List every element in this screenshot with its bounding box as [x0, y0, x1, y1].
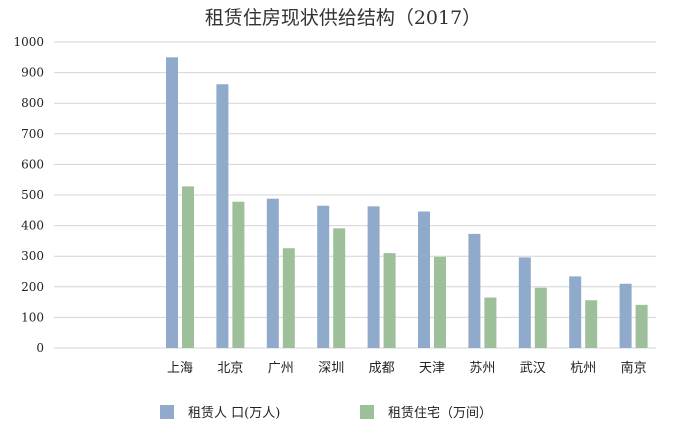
legend-swatch — [160, 405, 174, 419]
bar-housing-0 — [182, 186, 194, 348]
bar-housing-1 — [232, 201, 245, 348]
bar-population-4 — [367, 206, 380, 348]
y-tick-label: 900 — [21, 66, 44, 80]
y-tick-label: 600 — [21, 157, 44, 171]
y-tick-label: 100 — [21, 310, 44, 324]
bars — [166, 57, 648, 349]
x-category-label: 苏州 — [469, 360, 495, 376]
x-category-label: 南京 — [621, 360, 647, 376]
bar-population-6 — [468, 233, 481, 348]
bar-housing-8 — [585, 300, 598, 348]
bar-population-8 — [569, 276, 582, 348]
x-category-label: 天津 — [419, 361, 445, 376]
y-tick-label: 200 — [21, 280, 44, 294]
bar-housing-7 — [534, 287, 547, 348]
y-axis-ticks: 0 100 200 300 400 500 600 700 800 900 1000 — [13, 35, 44, 355]
y-tick-label: 400 — [21, 219, 44, 233]
x-category-label: 广州 — [268, 361, 294, 376]
x-category-label: 上海 — [167, 361, 193, 376]
y-tick-label: 1000 — [13, 35, 44, 49]
bar-population-9 — [619, 283, 632, 348]
bar-population-5 — [418, 211, 430, 348]
bar-population-0 — [166, 57, 178, 349]
y-tick-label: 800 — [21, 96, 44, 110]
x-category-label: 北京 — [217, 361, 243, 376]
bar-population-1 — [216, 84, 229, 348]
legend-label: 租赁人 口(万人) — [188, 406, 280, 421]
y-tick-label: 0 — [36, 341, 44, 355]
x-category-label: 杭州 — [570, 361, 596, 376]
bar-housing-5 — [434, 256, 446, 348]
y-tick-label: 500 — [21, 188, 44, 202]
y-tick-label: 700 — [21, 127, 44, 141]
gridlines — [54, 41, 656, 349]
bar-housing-6 — [484, 297, 497, 348]
bar-population-3 — [317, 205, 330, 348]
legend-label: 租赁住宅（万间） — [388, 406, 492, 421]
bar-population-2 — [266, 198, 279, 348]
bar-housing-2 — [282, 248, 295, 348]
bar-housing-9 — [635, 304, 648, 348]
bar-housing-4 — [383, 253, 396, 348]
chart-title: 租赁住房现状供给结构（2017） — [205, 7, 481, 29]
x-category-label: 武汉 — [520, 361, 546, 376]
y-tick-label: 300 — [21, 249, 44, 263]
bar-housing-3 — [333, 228, 346, 348]
bar-population-7 — [518, 257, 531, 348]
x-category-label: 深圳 — [318, 361, 344, 376]
legend-swatch — [360, 405, 374, 419]
x-axis-categories: 上海 北京 广州 深圳 成都 天津 苏州 武汉 杭州 南京 — [167, 360, 647, 376]
legend: 租赁人 口(万人) 租赁住宅（万间） — [160, 405, 492, 421]
x-category-label: 成都 — [369, 361, 395, 376]
